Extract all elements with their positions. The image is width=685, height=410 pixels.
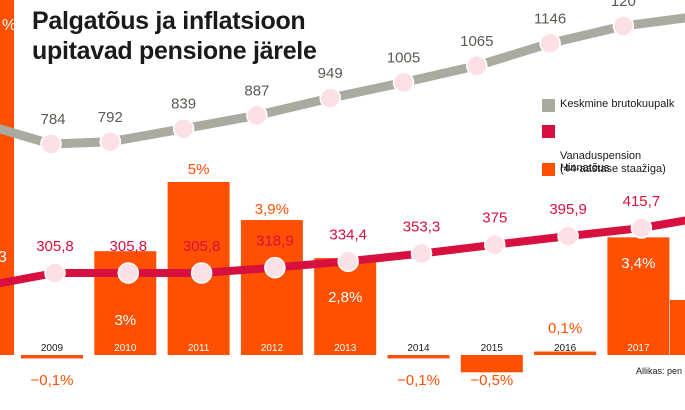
salary-point-2010 [99,131,122,153]
inflation-label-2013: 2,8% [328,289,362,306]
salary-line-tail [622,13,685,31]
source-note: Allikas: pen [636,366,683,376]
salary-label-2013: 949 [318,65,343,82]
inflation-bar-2017 [607,237,670,355]
pension-point-2014 [410,242,433,265]
year-label-2012: 2012 [261,343,284,354]
legend-swatch-pension [542,125,555,138]
inflation-label-2009: −0,1% [31,372,74,389]
cut-pension-left-label: 3 [0,249,7,266]
legend-label-pension: Vanaduspension (44-aastase staažiga) [560,150,666,175]
year-label-2016: 2016 [554,343,577,354]
pension-point-2012 [264,256,286,279]
cut-bar-left-label: % [2,17,16,34]
salary-point-2009 [40,133,62,155]
inflation-bar-2016 [534,351,597,355]
year-label-2013: 2013 [334,343,357,354]
legend-swatch-inflation [542,163,555,176]
salary-point-2017 [612,15,635,37]
salary-label-2009: 784 [40,111,65,128]
salary-point-2016 [539,32,561,55]
salary-label-2015: 1065 [460,33,493,50]
inflation-label-2011: 5% [188,161,210,178]
pension-label-2009: 305,8 [36,238,74,255]
inflation-bar-2015 [460,355,523,373]
pension-label-2012: 318,9 [256,233,294,250]
year-label-2011: 2011 [188,343,210,354]
salary-label-2011: 839 [171,96,196,113]
pension-point-2009 [44,262,66,284]
legend-swatch-salary [542,99,555,112]
year-label-2015: 2015 [481,343,504,354]
pension-label-2015: 375 [482,210,507,227]
pension-point-2017 [630,217,653,239]
inflation-bar-2013 [314,258,377,355]
salary-point-2012 [246,104,268,127]
salary-label-2012: 887 [244,82,269,99]
pension-label-2011: 305,8 [183,238,221,255]
year-label-2014: 2014 [407,343,430,354]
inflation-label-2016: 0,1% [548,320,582,337]
pension-label-2017: 415,7 [623,193,661,210]
salary-label-2010: 792 [98,109,123,126]
cut-bar-left [0,0,14,355]
pension-point-2010 [117,262,140,284]
inflation-bar-2014 [387,355,450,359]
inflation-label-2015: −0,5% [470,372,513,389]
inflation-label-2017: 3,4% [621,255,655,272]
inflation-label-2014: −0,1% [397,372,440,389]
inflation-label-2012: 3,9% [255,201,289,218]
salary-point-2014 [392,71,415,94]
legend-label-inflation: Hinnatõus [560,162,610,174]
salary-point-2011 [172,117,195,140]
cut-bar-right [670,300,685,355]
year-label-2017: 2017 [627,343,650,354]
inflation-bar-2009 [21,355,83,359]
inflation-label-2010: 3% [114,312,136,329]
pension-point-2016 [557,225,579,247]
salary-point-2015 [466,55,488,77]
legend-item-pension: Vanaduspension (44-aastase staažiga) [542,124,685,176]
inflation-bar-2012 [240,220,303,355]
pension-point-2011 [190,262,213,284]
chart-title: Palgatõus ja inflatsioon upitavad pensio… [32,7,317,65]
salary-label-2014: 1005 [387,49,420,66]
pension-label-2016: 395,9 [549,201,587,218]
legend-label-salary: Keskmine brutokuupalk [560,98,675,110]
pension-point-2015 [484,233,506,256]
salary-label-2017: 120 [611,0,636,10]
pension-label-2010: 305,8 [110,238,148,255]
salary-point-2013 [319,87,341,109]
salary-line [0,21,625,149]
legend-item-salary: Keskmine brutokuupalk [542,98,685,112]
year-label-2010: 2010 [114,343,137,354]
pension-label-2013: 334,4 [329,226,367,243]
year-label-2009: 2009 [41,343,64,354]
salary-label-2016: 1146 [534,10,566,27]
pension-point-2013 [337,250,359,273]
legend-item-inflation: Hinnatõus [542,162,685,176]
pension-label-2014: 353,3 [403,219,441,236]
